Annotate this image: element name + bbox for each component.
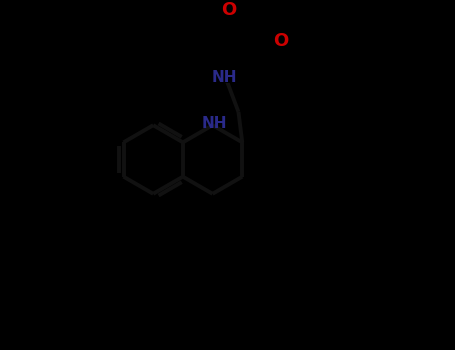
Text: O: O [221,1,236,19]
Text: O: O [273,32,289,50]
Text: NH: NH [212,70,238,85]
Text: NH: NH [202,116,227,131]
